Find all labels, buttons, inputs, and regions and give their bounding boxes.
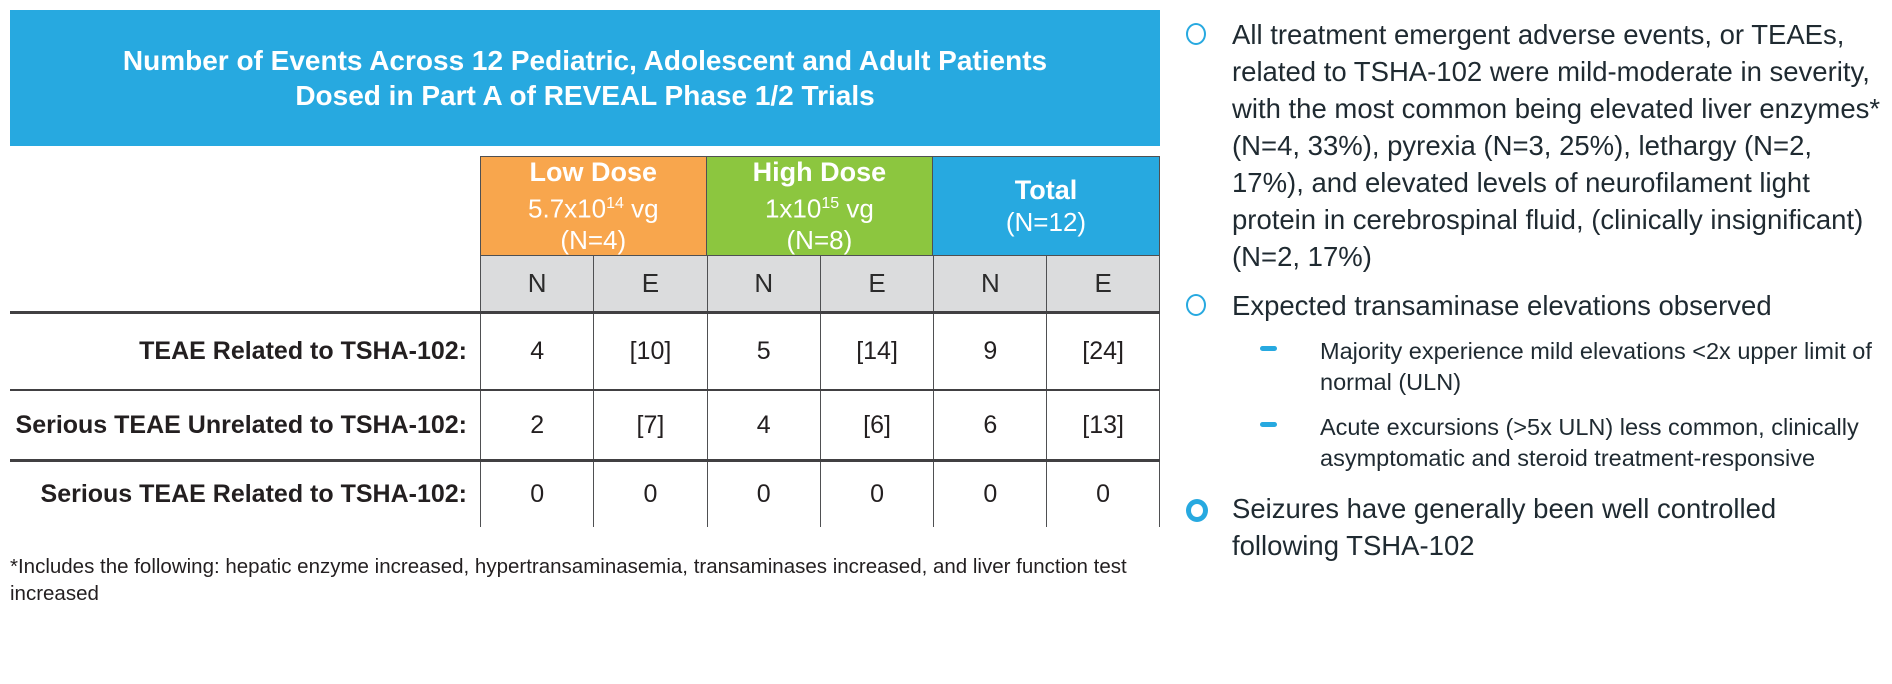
subheader-high-e: E: [819, 256, 934, 311]
list-item: Acute excursions (>5x ULN) less common, …: [1260, 412, 1886, 474]
cell-value: [6]: [819, 391, 933, 459]
cell-value: 0: [480, 462, 593, 527]
cell-value: 4: [706, 391, 820, 459]
cell-value: [10]: [593, 314, 706, 389]
column-group-total: Total (N=12): [933, 156, 1160, 256]
list-item: All treatment emergent adverse events, o…: [1186, 16, 1886, 275]
total-n: (N=12): [1005, 207, 1087, 237]
column-group-high-dose: High Dose 1x1015 vg (N=8): [706, 156, 934, 256]
cell-value: [7]: [593, 391, 706, 459]
sub-bullet-text-mild-elevations: Majority experience mild elevations <2x …: [1320, 338, 1872, 395]
table-footnote: *Includes the following: hepatic enzyme …: [10, 555, 1127, 605]
table-subheader-row: N E N E N E: [10, 256, 1160, 311]
bullet-marker-col: [1186, 287, 1232, 324]
sub-bullet-marker-col: [1260, 336, 1320, 398]
subheader-total-n: N: [933, 256, 1047, 311]
cell-value: 0: [1046, 462, 1160, 527]
list-item: Majority experience mild elevations <2x …: [1260, 336, 1886, 398]
circle-bullet-icon: [1186, 294, 1206, 316]
subheader-spacer: [10, 256, 480, 311]
cell-value: [14]: [819, 314, 933, 389]
bullet-text-teaes: All treatment emergent adverse events, o…: [1232, 19, 1881, 272]
table-title-line2: Dosed in Part A of REVEAL Phase 1/2 Tria…: [295, 80, 875, 111]
table-header-row: Low Dose 5.7x1014 vg (N=4) High Dose 1x1…: [10, 156, 1160, 256]
row-label-teae-related: TEAE Related to TSHA-102:: [139, 337, 467, 365]
row-label-serious-teae-unrelated: Serious TEAE Unrelated to TSHA-102:: [15, 410, 467, 439]
cell-value: 2: [480, 391, 593, 459]
cell-value: [13]: [1046, 391, 1160, 459]
high-dose-title: High Dose: [752, 156, 887, 187]
low-dose-n: (N=4): [560, 225, 627, 256]
subheader-total-e: E: [1046, 256, 1160, 311]
low-dose-title: Low Dose: [529, 156, 658, 187]
table-section: Number of Events Across 12 Pediatric, Ad…: [10, 10, 1160, 607]
sub-bullet-text-acute-excursions: Acute excursions (>5x ULN) less common, …: [1320, 414, 1859, 471]
cell-value: 0: [933, 462, 1046, 527]
column-group-low-dose: Low Dose 5.7x1014 vg (N=4): [480, 156, 707, 256]
table-row: Serious TEAE Unrelated to TSHA-102: 2 [7…: [10, 389, 1160, 459]
table-title-banner: Number of Events Across 12 Pediatric, Ad…: [10, 10, 1160, 146]
cell-value: 6: [933, 391, 1046, 459]
low-dose-amount: 5.7x1014 vg: [528, 188, 659, 225]
cell-value: [24]: [1046, 314, 1160, 389]
table-title-line1: Number of Events Across 12 Pediatric, Ad…: [122, 45, 1048, 76]
bullet-marker-col: [1186, 16, 1232, 275]
row-label-serious-teae-related: Serious TEAE Related to TSHA-102:: [40, 480, 467, 508]
subheader-low-e: E: [593, 256, 707, 311]
dash-bullet-icon: [1260, 422, 1277, 427]
cell-value: 9: [933, 314, 1046, 389]
high-dose-base: 1x10: [764, 193, 822, 224]
list-item: Expected transaminase elevations observe…: [1186, 287, 1886, 324]
table-row: Serious TEAE Related to TSHA-102: 0 0 0 …: [10, 459, 1160, 527]
circle-bullet-icon: [1186, 23, 1206, 45]
list-item: Seizures have generally been well contro…: [1186, 490, 1886, 564]
subheader-high-n: N: [706, 256, 820, 311]
bullet-marker-col: [1186, 490, 1232, 564]
cell-value: 4: [480, 314, 593, 389]
header-spacer: [10, 156, 480, 256]
high-dose-exponent: 15: [821, 194, 840, 212]
subheader-low-n: N: [480, 256, 594, 311]
dash-bullet-icon: [1260, 346, 1277, 351]
cell-value: 0: [593, 462, 706, 527]
total-title: Total: [1014, 175, 1078, 205]
high-dose-amount: 1x1015 vg: [765, 188, 874, 225]
sub-bullet-marker-col: [1260, 412, 1320, 474]
table-row: TEAE Related to TSHA-102: 4 [10] 5 [14] …: [10, 311, 1160, 389]
bullet-panel: All treatment emergent adverse events, o…: [1186, 16, 1886, 576]
cell-value: 5: [706, 314, 820, 389]
high-dose-n: (N=8): [786, 225, 853, 256]
cell-value: 0: [706, 462, 820, 527]
bold-circle-bullet-icon: [1186, 499, 1208, 522]
low-dose-exponent: 14: [606, 194, 624, 212]
low-dose-base: 5.7x10: [528, 193, 607, 224]
bullet-text-transaminase: Expected transaminase elevations observe…: [1232, 290, 1772, 321]
low-dose-unit: vg: [623, 193, 659, 224]
high-dose-unit: vg: [839, 193, 874, 224]
bullet-text-seizures: Seizures have generally been well contro…: [1232, 493, 1777, 561]
cell-value: 0: [819, 462, 933, 527]
